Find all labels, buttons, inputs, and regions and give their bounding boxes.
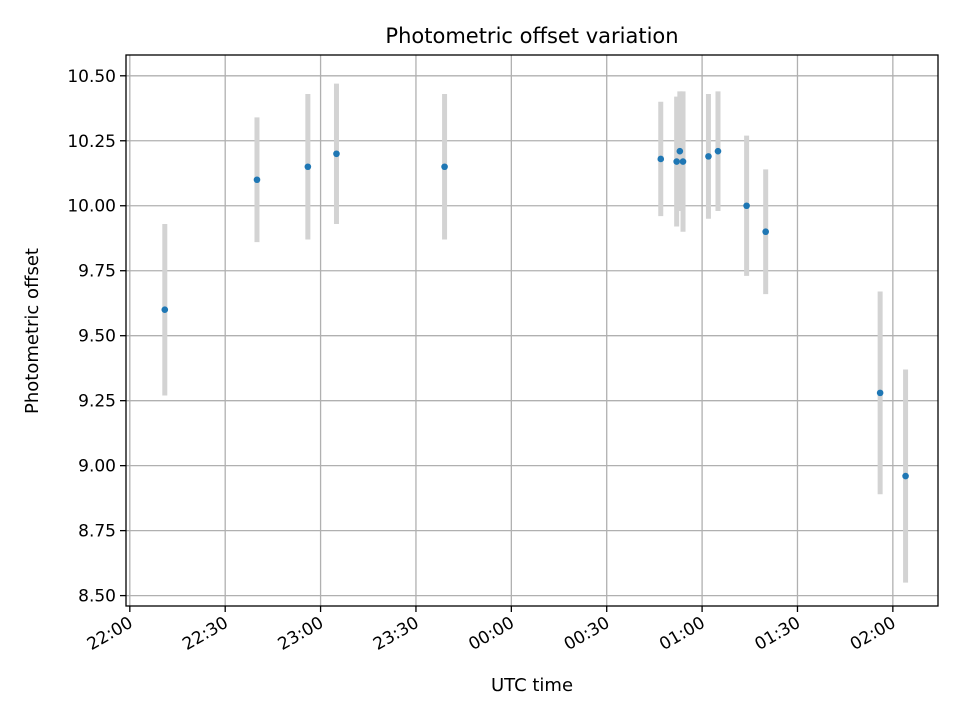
y-tick-label: 8.50 <box>78 587 116 607</box>
y-tick-label: 8.75 <box>78 522 116 542</box>
data-point <box>876 389 884 397</box>
data-point <box>673 158 680 165</box>
y-axis-title: Photometric offset <box>22 248 43 414</box>
data-point <box>762 228 769 236</box>
data-point <box>253 176 261 184</box>
data-point <box>161 306 169 314</box>
y-axis: 8.50 8.75 9.00 9.25 9.50 9.75 10.00 10.25 10.50 <box>67 67 126 607</box>
y-tick-label: 10.50 <box>67 67 116 87</box>
y-tick-label: 9.25 <box>78 392 116 412</box>
grid <box>126 55 938 606</box>
y-tick-label: 9.50 <box>78 327 116 347</box>
data-point <box>743 202 750 210</box>
plot-frame <box>125 54 939 607</box>
data-point <box>705 153 712 160</box>
y-tick-label: 10.25 <box>67 132 116 152</box>
y-tick-label: 9.75 <box>78 262 116 282</box>
chart-title: Photometric offset variation <box>385 24 678 48</box>
data-points <box>161 147 909 480</box>
data-point <box>902 472 909 480</box>
data-point <box>676 147 684 155</box>
data-point <box>657 155 665 163</box>
data-point <box>714 147 722 155</box>
data-point <box>333 150 340 158</box>
y-tick-label: 10.00 <box>67 197 116 217</box>
x-axis-title: UTC time <box>491 675 573 696</box>
data-point <box>441 163 448 171</box>
data-point <box>304 163 312 171</box>
data-point <box>679 158 687 165</box>
y-tick-label: 9.00 <box>78 457 116 477</box>
